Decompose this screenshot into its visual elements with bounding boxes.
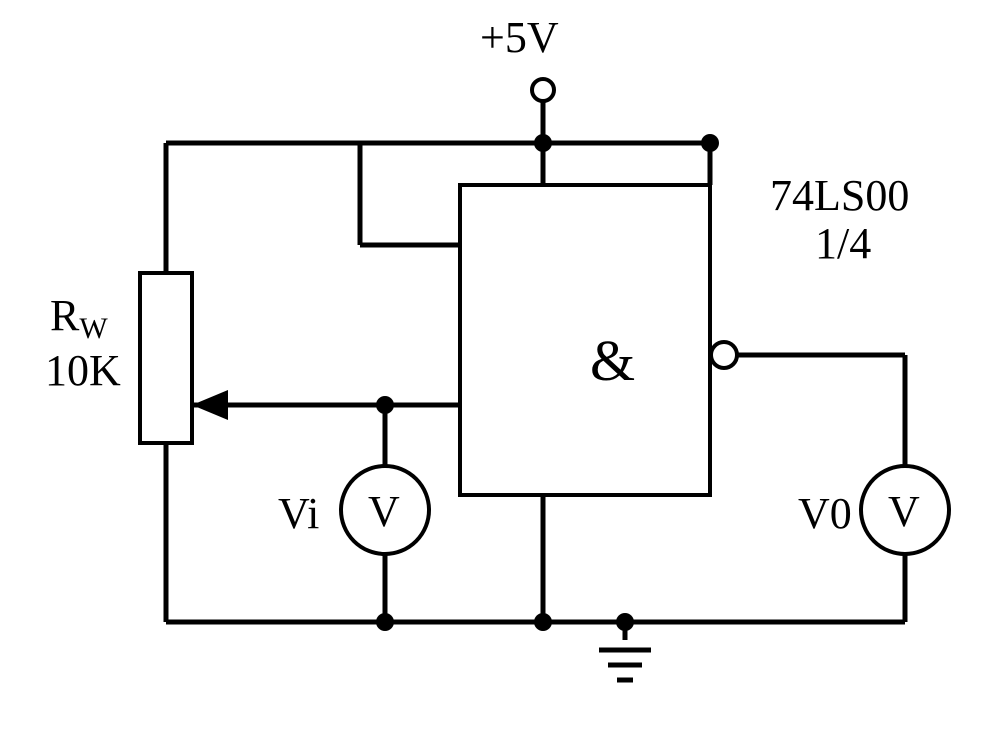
voltmeter-v0-symbol: V: [888, 487, 920, 536]
supply-terminal: [532, 79, 554, 101]
voltmeter-vi-label: Vi: [278, 489, 319, 538]
potentiometer-wiper-arrow: [192, 390, 260, 420]
pot-value: 10K: [45, 346, 121, 395]
voltmeter-vi-symbol: V: [368, 487, 400, 536]
nand-gate-body: [460, 185, 710, 495]
supply-label: +5V: [480, 13, 559, 62]
voltmeter-v0-label: V0: [798, 489, 852, 538]
junction-node: [534, 613, 552, 631]
inversion-bubble: [711, 342, 737, 368]
ground-symbol: [599, 650, 651, 680]
ic-part-line1: 74LS00: [770, 171, 909, 220]
junction-node: [616, 613, 634, 631]
junction-nodes: [376, 134, 719, 631]
pot-name: RW: [50, 291, 108, 345]
circuit-diagram: +5V 74LS00 1/4 & RW 10K Vi V V0 V: [0, 0, 1000, 734]
junction-node: [376, 613, 394, 631]
potentiometer-body: [140, 273, 192, 443]
junction-node: [701, 134, 719, 152]
ic-part-line2: 1/4: [815, 219, 871, 268]
junction-node: [534, 134, 552, 152]
nand-symbol: &: [590, 328, 635, 393]
junction-node: [376, 396, 394, 414]
